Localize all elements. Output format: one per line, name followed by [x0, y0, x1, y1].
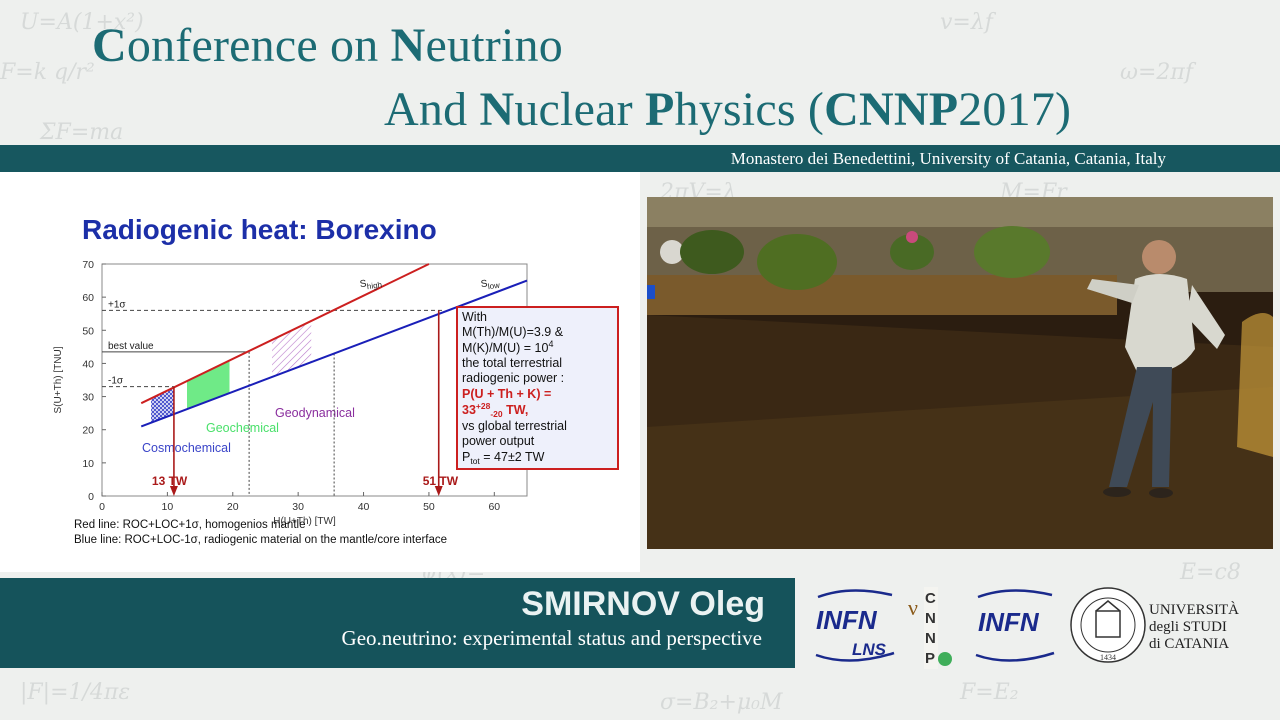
- unict-wordmark: UNIVERSITÀ degli STUDI di CATANIA: [1149, 601, 1239, 652]
- cnnp-letter: N: [925, 630, 936, 647]
- x-tick-label: 10: [162, 501, 174, 513]
- reference-label: best value: [108, 341, 154, 352]
- svg-text:the total terrestrial: the total terrestrial: [462, 356, 562, 370]
- speaker-band: [0, 578, 795, 668]
- power-arrow-label: 51 TW: [423, 474, 459, 488]
- reference-label: -1σ: [108, 376, 124, 387]
- infn-logo: INFN: [975, 589, 1055, 662]
- y-tick-label: 30: [82, 392, 94, 404]
- x-tick-label: 40: [358, 501, 370, 513]
- region-label: Geochemical: [206, 421, 279, 435]
- header-band: [0, 145, 1280, 172]
- x-tick-label: 30: [292, 501, 304, 513]
- svg-text:With: With: [462, 310, 487, 324]
- y-tick-label: 0: [88, 491, 94, 503]
- unict-line: degli STUDI: [1149, 619, 1227, 635]
- y-tick-label: 10: [82, 458, 94, 470]
- cnnp-logo: ν C N N P: [908, 587, 952, 669]
- annotation-line: M(Th)/M(U)=3.9 &: [462, 325, 564, 339]
- annotation-superscript: +28: [476, 401, 491, 411]
- annotation-line: power output: [462, 434, 535, 448]
- conference-title-part: onference on: [126, 19, 391, 72]
- unict-seal-logo: 1434: [1070, 587, 1146, 663]
- annotation-line: P(U + Th + K) =: [462, 387, 551, 401]
- y-tick-label: 50: [82, 325, 94, 337]
- power-arrow-head: [434, 486, 443, 496]
- annotation-line: With: [462, 310, 487, 324]
- svg-text:M(K)/M(U) = 104: M(K)/M(U) = 104: [462, 339, 553, 355]
- svg-text:33+28-20 TW,: 33+28-20 TW,: [462, 401, 528, 419]
- y-tick-label: 70: [82, 259, 94, 271]
- svg-text:radiogenic power :: radiogenic power :: [462, 371, 564, 385]
- conference-title-part: eutrino: [425, 19, 563, 72]
- x-axis-label: H(U+Th) [TW]: [273, 516, 336, 527]
- annotation-subscript: -20: [490, 409, 503, 419]
- conference-title-part: And: [384, 83, 480, 136]
- speaker-video: [647, 197, 1273, 549]
- x-tick-label: 20: [227, 501, 239, 513]
- region-label: Geodynamical: [275, 406, 355, 420]
- conference-title-line1: Conference on Neutrino: [92, 18, 563, 73]
- conference-title-part: C: [92, 19, 127, 72]
- borexino-chart: 0 10 20 30 40 50 60 0 10 20 30 40 50 60 70 H(U+Th) [TW]…: [53, 259, 619, 546]
- svg-text:Ptot = 47±2 TW: Ptot = 47±2 TW: [462, 450, 545, 466]
- annotation-line: the total terrestrial: [462, 356, 562, 370]
- cnnp-letter: N: [925, 610, 936, 627]
- unict-line: UNIVERSITÀ: [1149, 601, 1239, 618]
- conference-title-part: P: [644, 83, 675, 136]
- y-tick-label: 20: [82, 425, 94, 437]
- annotation-line: 33: [462, 403, 476, 417]
- power-arrow-label: 13 TW: [152, 474, 188, 488]
- annotation-superscript: 4: [548, 339, 553, 349]
- caption-red-line: Red line: ROC+LOC+1σ, homogenios mantle: [74, 519, 305, 531]
- y-tick-label: 40: [82, 358, 94, 370]
- chart-annotation-box: With M(Th)/M(U)=3.9 & M(K)/M(U) = 104 th…: [456, 306, 619, 470]
- series-line-s-high: [140, 263, 430, 405]
- slide-title: Radiogenic heat: Borexino: [82, 214, 437, 245]
- infn-text: INFN: [816, 605, 878, 635]
- conference-title-line2: And Nuclear Physics (CNNP2017): [384, 82, 1071, 137]
- conference-title-part: N: [479, 83, 515, 136]
- nu-symbol: ν: [908, 595, 918, 620]
- seal-year: 1434: [1100, 653, 1116, 662]
- svg-text:P(U + Th + K) =: P(U + Th + K) =: [462, 387, 551, 401]
- region-geodynamical: [272, 320, 312, 377]
- annotation-line: radiogenic power :: [462, 371, 564, 385]
- reference-label: +1σ: [108, 299, 126, 310]
- cnnp-letter: C: [925, 590, 936, 607]
- series-line-s-low: [140, 279, 528, 428]
- y-tick-label: 60: [82, 292, 94, 304]
- annotation-line: TW,: [503, 403, 529, 417]
- x-tick-label: 60: [488, 501, 500, 513]
- annotation-line: vs global terrestrial: [462, 419, 567, 433]
- infn-lns-logo: INFN LNS: [815, 589, 895, 662]
- annotation-line: P: [462, 450, 470, 464]
- unict-line: di CATANIA: [1149, 636, 1229, 652]
- svg-text:vs global terrestrial: vs global terrestrial: [462, 419, 567, 433]
- series-label: Slow: [480, 277, 501, 293]
- cnnp-letter: P: [925, 650, 935, 667]
- lns-text: LNS: [852, 640, 887, 659]
- conference-title-part: CNNP: [824, 83, 959, 136]
- svg-text:power output: power output: [462, 434, 535, 448]
- conference-title-part: 2017): [958, 83, 1072, 136]
- caption-blue-line: Blue line: ROC+LOC-1σ, radiogenic materi…: [74, 534, 447, 546]
- annotation-line: = 47±2 TW: [480, 450, 545, 464]
- x-tick-label: 50: [423, 501, 435, 513]
- y-axis-label: S(U+Th) [TNU]: [53, 346, 64, 413]
- region-label: Cosmochemical: [142, 441, 231, 455]
- conference-title-part: hysics (: [674, 83, 825, 136]
- conference-title-part: uclear: [514, 83, 645, 136]
- annotation-line: M(K)/M(U) = 10: [462, 341, 549, 355]
- venue-text: Monastero dei Benedettini, University of…: [730, 149, 1166, 168]
- speaker-name: SMIRNOV Oleg: [521, 585, 765, 623]
- x-tick-label: 0: [99, 501, 105, 513]
- series-label: Shigh: [359, 276, 382, 292]
- infn-text: INFN: [978, 607, 1040, 637]
- talk-title: Geo.neutrino: experimental status and pe…: [341, 626, 762, 650]
- power-arrow-head: [169, 486, 178, 496]
- svg-text:M(Th)/M(U)=3.9 &: M(Th)/M(U)=3.9 &: [462, 325, 564, 339]
- annotation-subscript: tot: [470, 456, 480, 466]
- conference-title-part: N: [390, 19, 426, 72]
